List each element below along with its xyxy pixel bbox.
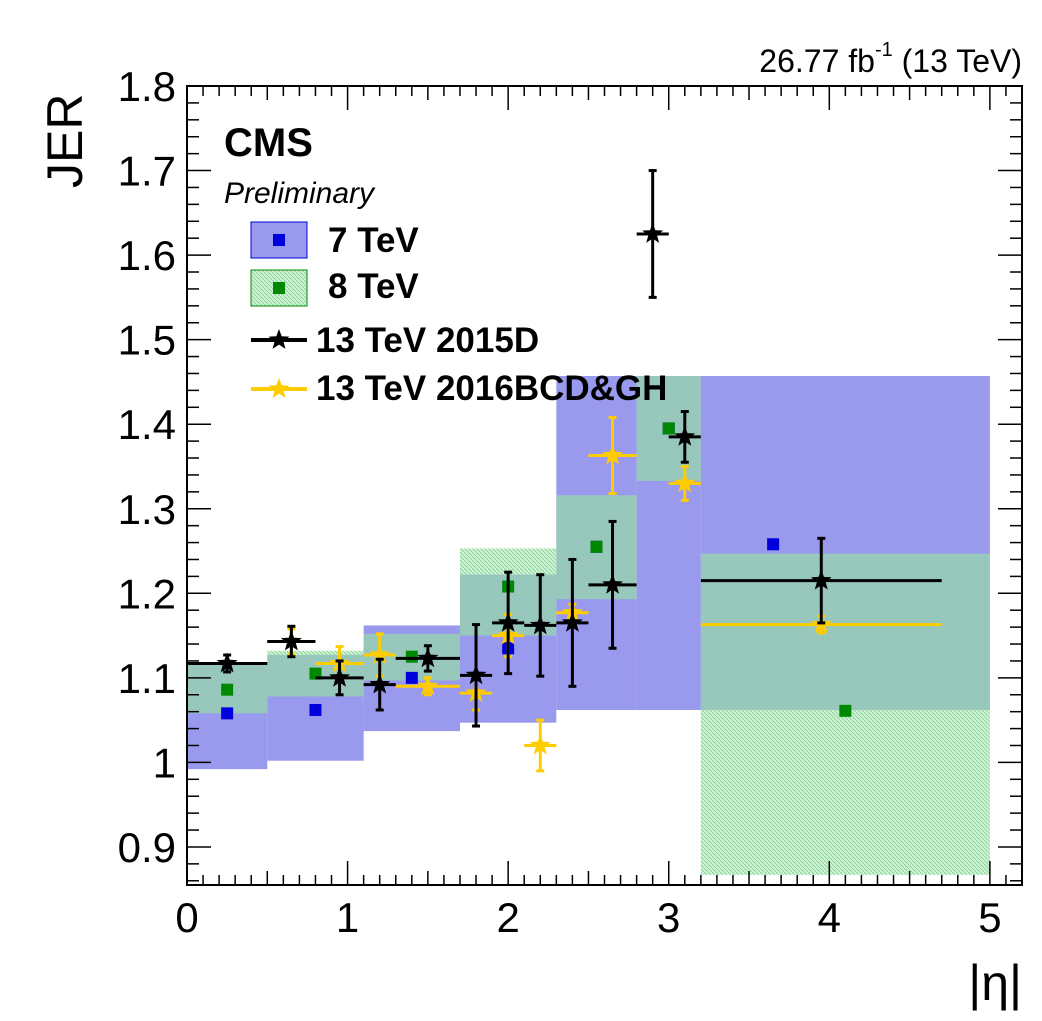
star-2015d-6	[497, 611, 519, 632]
point-2015d-12	[700, 536, 942, 625]
star-2016-6	[529, 734, 551, 755]
star-2015d-7	[529, 614, 551, 635]
legend-label-2016: 13 TeV 2016BCD&GH	[316, 369, 667, 408]
xtick-label: 4	[818, 894, 841, 941]
ytick-label: 1.8	[118, 63, 176, 110]
star-2015d-8	[561, 611, 583, 632]
point-2015d-1	[267, 624, 316, 659]
ytick-label: 1.3	[118, 486, 176, 533]
y-axis-title: JER	[37, 94, 93, 188]
marker-8tev-0	[221, 683, 234, 696]
ytick-label: 1.1	[118, 655, 176, 702]
ytick-label: 1	[153, 739, 176, 786]
point-2015d-8	[556, 557, 589, 688]
marker-7tev-6	[767, 538, 780, 551]
ytick-label: 0.9	[118, 824, 176, 871]
legend-label-2015d: 13 TeV 2015D	[316, 321, 539, 360]
marker-8tev-2	[405, 650, 418, 663]
star-2015d-0	[216, 652, 238, 673]
star-2015d-3	[369, 673, 391, 694]
lumi-exponent: -1	[875, 39, 893, 61]
point-2015d-0	[187, 652, 268, 674]
point-2015d-6	[492, 570, 525, 676]
star-2016-8	[602, 444, 623, 465]
tick-layer: 0 1 2 3 4 5 0.9 1 1.1 1.2 1.3 1.4 1.5 1.6 1.7 1.8	[118, 63, 1023, 941]
star-2015d-5	[465, 664, 487, 685]
point-2015d-11	[668, 410, 701, 464]
star-2016-2	[369, 644, 391, 664]
ytick-label: 1.6	[118, 232, 176, 279]
xtick-label: 2	[496, 894, 519, 941]
star-2015d-12	[810, 569, 832, 590]
point-2015d-2	[315, 659, 364, 697]
legend-marker-8tev	[273, 282, 285, 294]
preliminary-label: Preliminary	[224, 177, 376, 210]
xtick-label: 1	[336, 894, 359, 941]
xtick-label: 0	[175, 894, 198, 941]
star-2015d-11	[674, 425, 696, 446]
marker-7tev-1	[309, 703, 322, 716]
star-2016-9	[674, 472, 696, 493]
lumi-suffix: (13 TeV)	[893, 43, 1022, 79]
legend-star-2015d	[268, 329, 290, 349]
marker-8tev-4	[590, 540, 603, 553]
star-2015d-9	[602, 573, 623, 594]
marker-8tev-6	[839, 704, 852, 717]
star-2015d-4	[417, 647, 439, 668]
cms-label: CMS	[224, 121, 313, 165]
point-layer	[187, 169, 942, 773]
lumi-prefix: 26.77 fb	[759, 43, 875, 79]
point-2016-3	[395, 675, 460, 697]
xtick-label: 5	[978, 894, 1001, 941]
ytick-label: 1.5	[118, 317, 176, 364]
marker-8tev-5	[662, 422, 675, 435]
legend-marker-7tev	[273, 234, 285, 246]
star-2016-3	[417, 675, 439, 696]
star-2015d-10	[642, 222, 664, 243]
star-2015d-1	[280, 630, 302, 651]
point-2015d-7	[524, 573, 557, 678]
star-2015d-2	[329, 666, 351, 687]
marker-7tev-0	[221, 707, 234, 720]
marker-7tev-2	[405, 671, 418, 684]
ytick-label: 1.7	[118, 148, 176, 195]
point-2016-9	[668, 464, 701, 502]
ytick-label: 1.4	[118, 401, 176, 448]
legend-label-7tev: 7 TeV	[328, 221, 419, 260]
point-2015d-9	[588, 519, 637, 650]
legend-swatch-8tev	[250, 269, 308, 307]
ytick-label: 1.2	[118, 570, 176, 617]
legend: 7 TeV 8 TeV 13 TeV 2015D 13 TeV 2016BCD&…	[250, 221, 667, 408]
xtick-label: 3	[657, 894, 680, 941]
point-2016-6	[524, 718, 557, 773]
point-2015d-4	[395, 644, 460, 673]
legend-label-8tev: 8 TeV	[328, 267, 419, 306]
point-2015d-5	[459, 623, 493, 728]
legend-star-2016	[268, 378, 290, 398]
point-2016-8	[588, 415, 637, 496]
point-2015d-3	[363, 657, 396, 712]
point-2015d-10	[636, 169, 669, 299]
x-axis-title: |η|	[968, 955, 1022, 1011]
luminosity-label: 26.77 fb-1 (13 TeV)	[759, 39, 1022, 79]
